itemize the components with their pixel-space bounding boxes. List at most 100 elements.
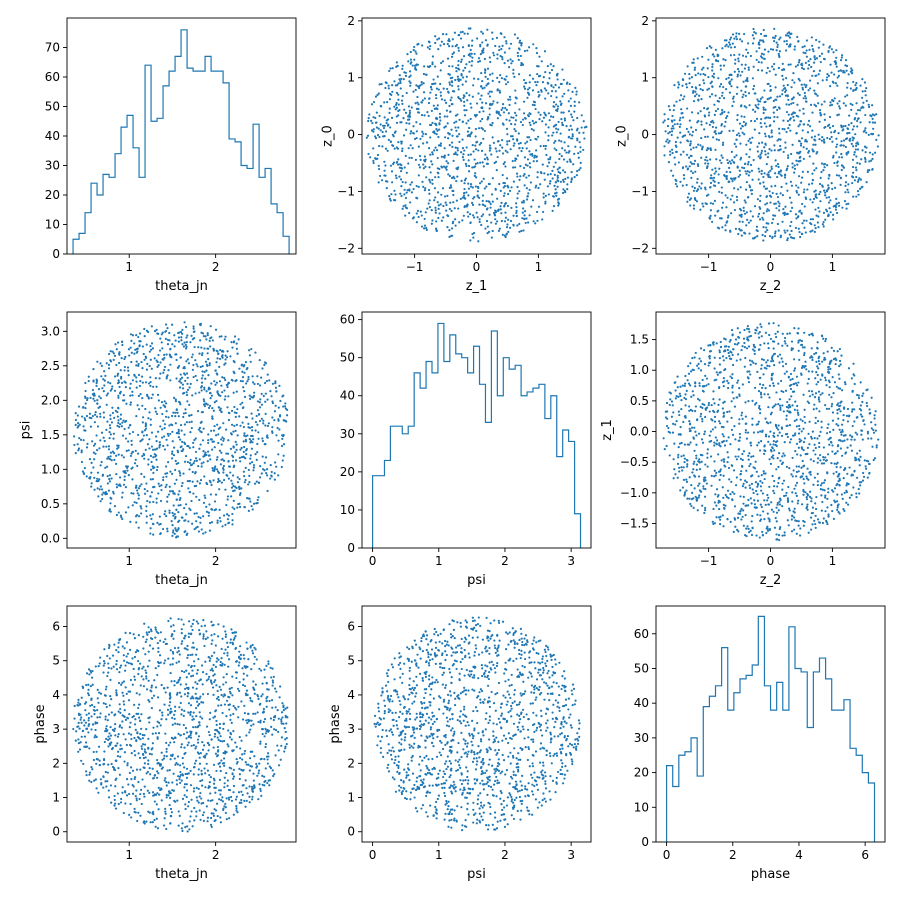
scatter-point [787,113,790,116]
scatter-point [838,359,842,363]
scatter-point [234,451,237,454]
scatter-point [101,387,104,390]
scatter-point [93,413,97,416]
scatter-point [501,173,504,177]
scatter-point [440,98,444,101]
scatter-point [127,506,130,509]
scatter-point [426,111,429,114]
scatter-point [134,515,138,518]
scatter-point [203,347,206,350]
scatter-point [867,103,870,106]
scatter-point [728,160,731,163]
scatter-point [437,144,441,147]
scatter-point [109,502,112,505]
scatter-point [698,185,701,188]
scatter-point [700,187,703,190]
scatter-point [738,122,742,125]
scatter-point [699,347,703,350]
scatter-point [557,201,560,204]
scatter-point [163,435,166,438]
scatter-point [585,125,588,128]
scatter-point [420,113,424,117]
scatter-point [415,221,418,224]
scatter-point [223,363,226,366]
scatter-point [155,468,159,472]
scatter-point [158,349,162,352]
scatter-point [398,74,401,77]
scatter-point [183,530,186,534]
scatter-point [403,188,406,191]
scatter-point [263,363,266,367]
scatter-point [733,53,736,57]
scatter-point [518,41,521,44]
scatter-point [465,164,468,168]
scatter-point [756,444,759,447]
scatter-point [258,419,262,423]
scatter-point [795,217,798,220]
scatter-point [137,394,140,398]
scatter-point [855,155,858,158]
scatter-point [736,118,739,121]
scatter-point [157,332,160,335]
scatter-point [95,378,98,381]
scatter-point [206,403,209,406]
y-tick-label: 0 [347,541,355,555]
scatter-point [281,459,284,462]
scatter-point [386,180,389,183]
scatter-point [733,187,736,190]
scatter-point [378,83,381,86]
x-tick-label: 1 [125,554,133,568]
scatter-point [109,426,112,430]
scatter-point [735,145,738,148]
scatter-point [795,465,798,468]
scatter-point [380,82,383,86]
scatter-point [817,215,820,218]
scatter-point [161,347,164,350]
scatter-point [471,39,474,42]
scatter-point [213,446,216,449]
scatter-point [827,74,831,77]
scatter-point [551,209,554,212]
scatter-point [491,102,494,105]
scatter-point [860,186,863,189]
scatter-point [454,146,457,149]
scatter-point [201,374,204,377]
scatter-point [681,135,684,138]
scatter-point [252,438,255,441]
scatter-point [131,390,134,393]
scatter-point [559,132,562,135]
scatter-point [538,94,541,97]
scatter-point [281,395,284,398]
scatter-point [501,44,504,47]
scatter-point [769,169,772,172]
scatter-point [177,461,180,465]
scatter-point [782,390,785,394]
scatter-point [153,466,156,469]
scatter-point [197,465,200,468]
scatter-point [112,490,115,493]
scatter-point [130,439,133,442]
scatter-point [739,158,742,161]
scatter-point [90,485,93,488]
scatter-point [727,161,730,165]
scatter-point [80,451,83,454]
scatter-point [183,506,186,510]
scatter-point [582,148,585,152]
y-tick-label: −2 [631,241,649,255]
scatter-point [400,185,403,188]
scatter-point [871,153,874,156]
scatter-point [778,205,781,208]
scatter-point [537,90,540,94]
scatter-point [463,95,466,98]
scatter-point [457,95,460,99]
scatter-point [181,387,185,390]
scatter-point [719,68,722,71]
scatter-point [725,77,728,81]
scatter-point [825,78,828,82]
scatter-point [835,65,838,68]
scatter-point [764,34,768,37]
scatter-point [257,431,260,434]
scatter-point [210,394,214,397]
scatter-point [429,153,432,156]
scatter-point [473,174,476,177]
